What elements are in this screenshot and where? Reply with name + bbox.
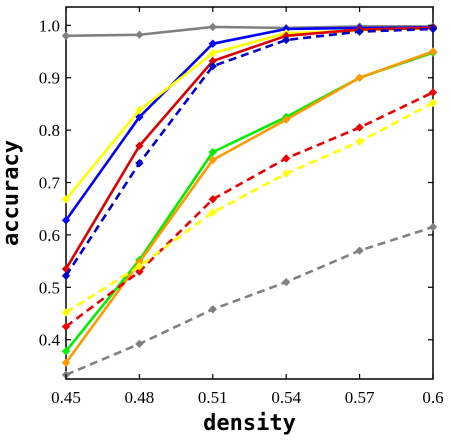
y-tick-label: 0.5 (39, 278, 60, 297)
data-point (135, 267, 144, 276)
data-point (135, 339, 144, 349)
data-point (355, 246, 364, 255)
y-tick-label: 1.0 (39, 16, 60, 35)
series-10 (61, 222, 438, 379)
data-point (208, 155, 217, 165)
series-line (65, 101, 434, 314)
series-line (64, 27, 434, 277)
data-point (208, 62, 217, 71)
data-point (61, 358, 71, 367)
data-point (61, 271, 71, 280)
series-6 (61, 48, 438, 356)
data-point (61, 195, 71, 204)
data-point (282, 35, 291, 45)
data-point (135, 112, 144, 122)
x-tick-label: 0.48 (125, 388, 155, 407)
data-point (135, 106, 144, 115)
series-layer (61, 22, 438, 379)
data-point (282, 277, 291, 287)
data-point (208, 305, 217, 314)
series-5 (61, 24, 438, 280)
data-point (135, 141, 144, 151)
data-point (355, 137, 364, 146)
x-tick-label: 0.45 (51, 388, 81, 407)
data-point (428, 24, 438, 34)
data-point (135, 262, 144, 271)
x-tick-label: 0.57 (345, 388, 375, 407)
data-point (282, 115, 291, 124)
series-line (64, 50, 434, 364)
y-axis-ticks: 0.4 0.5 0.6 0.7 0.8 0.9 1.0 (39, 16, 433, 350)
data-point (208, 48, 217, 58)
x-axis-ticks: 0.45 0.48 0.51 0.54 0.57 0.6 (51, 7, 444, 407)
data-point (61, 308, 71, 317)
data-point (355, 27, 364, 36)
series-7 (61, 47, 438, 367)
x-tick-label: 0.54 (271, 388, 301, 407)
data-point (428, 88, 438, 97)
series-line (65, 225, 434, 377)
data-point (61, 322, 71, 331)
y-tick-label: 0.8 (39, 121, 60, 140)
series-9 (61, 98, 438, 317)
x-tick-label: 0.6 (422, 388, 443, 407)
data-point (208, 147, 217, 157)
data-point (208, 39, 217, 48)
data-point (355, 73, 364, 82)
plot-area-frame (65, 6, 434, 380)
series-line (64, 26, 434, 270)
data-point (135, 158, 144, 168)
data-point (208, 195, 217, 204)
data-point (208, 22, 217, 32)
series-line (64, 26, 434, 221)
y-tick-label: 0.7 (39, 174, 61, 193)
y-tick-label: 0.9 (39, 69, 60, 88)
y-tick-label: 0.6 (39, 226, 60, 245)
series-3 (61, 23, 438, 204)
data-point (208, 208, 217, 217)
data-point (61, 347, 71, 356)
data-point (61, 31, 71, 40)
series-line (65, 91, 434, 328)
data-point (428, 222, 438, 232)
y-tick-label: 0.4 (39, 331, 61, 350)
data-point (61, 216, 71, 225)
x-tick-label: 0.51 (198, 388, 228, 407)
data-point (428, 47, 438, 56)
series-8 (61, 88, 438, 331)
series-line (64, 51, 434, 353)
data-point (282, 169, 291, 178)
data-point (282, 154, 291, 163)
series-line (65, 25, 433, 38)
x-axis-title: density (203, 411, 296, 436)
series-line (64, 26, 434, 201)
y-axis-title: accuracy (0, 140, 24, 246)
data-point (135, 30, 144, 39)
data-point (428, 98, 438, 108)
data-point (355, 123, 364, 132)
